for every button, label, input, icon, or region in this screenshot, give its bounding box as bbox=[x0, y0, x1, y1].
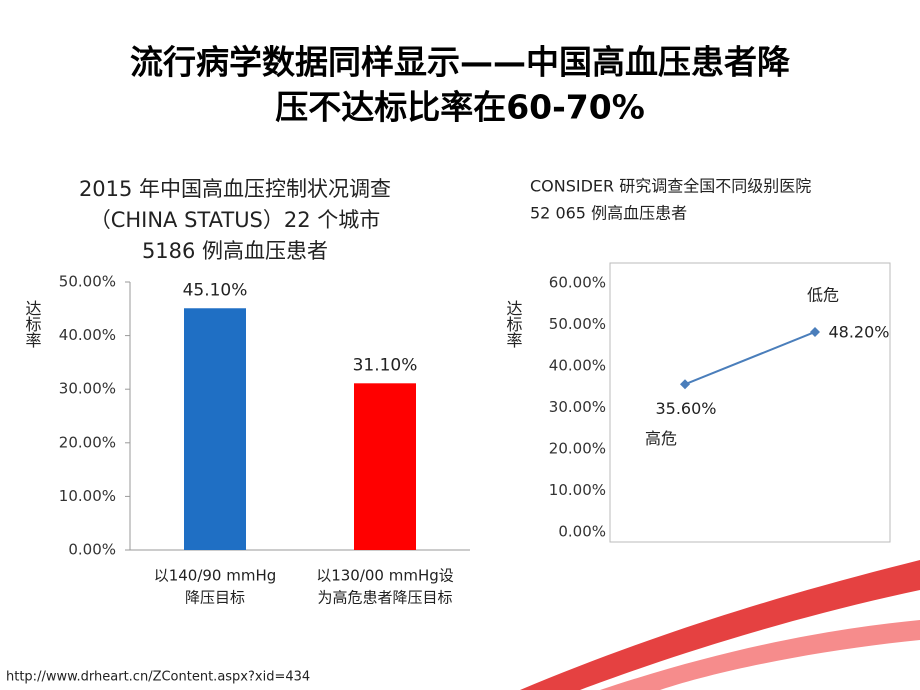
footer-url: http://www.drheart.cn/ZContent.aspx?xid=… bbox=[6, 670, 310, 685]
chart-title: 52 065 例高血压患者 bbox=[530, 204, 687, 223]
y-tick-label: 30.00% bbox=[549, 398, 606, 416]
category-label: 高危 bbox=[645, 429, 677, 448]
y-tick-label: 50.00% bbox=[59, 273, 116, 291]
y-tick-label: 40.00% bbox=[549, 357, 606, 375]
plot-frame bbox=[609, 262, 891, 543]
value-label: 31.10% bbox=[353, 355, 418, 375]
y-tick-label: 10.00% bbox=[59, 487, 116, 505]
chart-title: CONSIDER 研究调查全国不同级别医院 bbox=[530, 177, 811, 196]
x-tick-label: 为高危患者降压目标 bbox=[317, 589, 452, 607]
y-axis-label: 达标率 bbox=[23, 300, 42, 348]
y-tick-label: 60.00% bbox=[549, 274, 606, 292]
point bbox=[680, 379, 690, 390]
line bbox=[684, 331, 816, 386]
y-tick-label: 10.00% bbox=[549, 481, 606, 499]
point bbox=[810, 326, 820, 337]
value-label: 35.60% bbox=[655, 399, 716, 418]
x-tick-label: 降压目标 bbox=[185, 589, 245, 607]
y-tick-label: 40.00% bbox=[59, 326, 116, 344]
slide-title: 流行病学数据同样显示——中国高血压患者降 bbox=[130, 43, 791, 82]
value-label: 45.10% bbox=[183, 280, 248, 300]
chart-title: （CHINA STATUS）22 个城市 bbox=[90, 208, 381, 232]
category-label: 低危 bbox=[807, 285, 839, 304]
bar bbox=[184, 308, 246, 550]
decor-swoosh bbox=[600, 620, 920, 690]
y-tick-label: 0.00% bbox=[68, 541, 116, 559]
x-tick-label: 以130/00 mmHg设 bbox=[316, 567, 454, 585]
y-tick-label: 20.00% bbox=[59, 433, 116, 451]
y-tick-label: 0.00% bbox=[558, 523, 606, 541]
chart-title: 2015 年中国高血压控制状况调查 bbox=[79, 177, 391, 201]
value-label: 48.20% bbox=[828, 322, 889, 341]
chart-title: 5186 例高血压患者 bbox=[142, 239, 328, 263]
y-tick-label: 30.00% bbox=[59, 380, 116, 398]
y-tick-label: 50.00% bbox=[549, 315, 606, 333]
y-axis-label: 达标率 bbox=[504, 300, 523, 348]
y-tick-label: 20.00% bbox=[549, 440, 606, 458]
bar bbox=[354, 383, 416, 550]
slide-title: 压不达标比率在60-70% bbox=[275, 88, 645, 127]
x-tick-label: 以140/90 mmHg bbox=[154, 567, 277, 585]
decor-swoosh bbox=[520, 560, 920, 690]
